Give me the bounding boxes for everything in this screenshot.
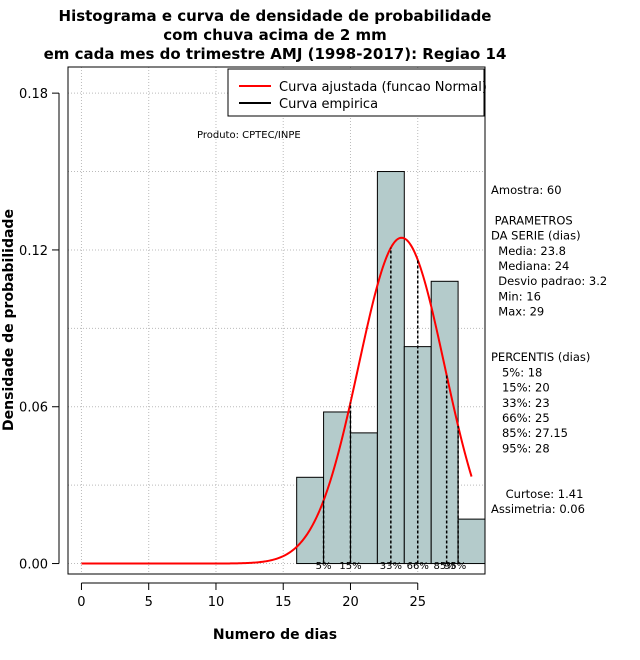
histogram-bar	[349, 432, 378, 565]
x-tick-label: 20	[342, 595, 359, 610]
stats-line: Mediana: 24	[491, 259, 569, 273]
chart-title-line-1: Histograma e curva de densidade de proba…	[59, 7, 492, 25]
stats-line: Max: 29	[491, 305, 544, 319]
chart-title-line-2: com chuva acima de 2 mm	[163, 26, 387, 44]
stats-line: 15%: 20	[491, 381, 550, 395]
percentile-label: 33%	[380, 561, 402, 572]
y-tick-label: 0.06	[19, 401, 48, 416]
x-tick-label: 25	[409, 595, 426, 610]
plot-frame	[67, 66, 486, 575]
legend-fit-label: Curva ajustada (funcao Normal)	[279, 80, 487, 95]
x-tick-label: 0	[77, 595, 85, 610]
stats-line: Assimetria: 0.06	[491, 502, 585, 516]
histogram-bar	[457, 518, 486, 565]
percentile-markers: 5% 15% 33% 66% 85%95%	[316, 247, 466, 572]
percentile-label: 95%	[444, 561, 466, 572]
percentile-label: 5%	[316, 561, 332, 572]
percentile-label: 66%	[407, 561, 429, 572]
y-tick-label: 0.12	[19, 244, 48, 259]
x-tick-label: 10	[208, 595, 225, 610]
stats-line: PERCENTIS (dias)	[491, 350, 590, 364]
stats-line: 66%: 25	[491, 411, 550, 425]
stats-line: Desvio padrao: 3.2	[491, 274, 607, 288]
percentile-label: 85%	[434, 561, 456, 572]
stats-line: 5%: 18	[491, 365, 542, 379]
curves	[81, 236, 473, 565]
x-tick-label: 15	[275, 595, 292, 610]
legend: Curva ajustada (funcao Normal) Curva emp…	[227, 68, 487, 117]
stats-line: Min: 16	[491, 289, 541, 303]
stats-line: 95%: 28	[491, 441, 550, 455]
percentile-label: 15%	[339, 561, 361, 572]
y-axis-label: Densidade de probabilidade	[1, 209, 17, 431]
normal-fit-curve	[81, 236, 473, 565]
legend-empirical-label: Curva empirica	[279, 97, 378, 112]
stats-line: Curtose: 1.41	[491, 487, 583, 501]
y-tick-label: 0.00	[19, 558, 48, 573]
stats-line: Media: 23.8	[491, 244, 566, 258]
legend-box	[227, 68, 485, 117]
stats-line: 85%: 27.15	[491, 426, 568, 440]
chart-title-line-3: em cada mes do trimestre AMJ (1998-2017)…	[44, 45, 507, 63]
product-credit: Produto: CPTEC/INPE	[197, 130, 301, 141]
x-tick-label: 5	[145, 595, 153, 610]
y-tick-label: 0.18	[19, 87, 48, 102]
stats-line: DA SERIE (dias)	[491, 229, 581, 243]
stats-line: PARAMETROS	[491, 213, 573, 227]
histogram-bar	[296, 476, 325, 565]
stats-line: 33%: 23	[491, 396, 550, 410]
stats-line: Amostra: 60	[491, 183, 562, 197]
stats-panel: Amostra: 60 PARAMETROS DA SERIE (dias) Me…	[491, 183, 607, 516]
axes: 0 5 10 15 20 25 0.00 0.06 0.12 0.18	[19, 87, 426, 610]
x-axis-label: Numero de dias	[213, 627, 337, 643]
